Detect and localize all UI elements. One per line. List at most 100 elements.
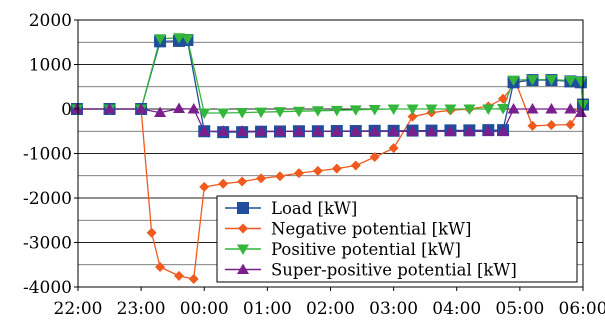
data-point [565, 119, 576, 130]
data-point [526, 103, 539, 114]
legend-marker [237, 202, 249, 214]
x-tick-label: 02:00 [306, 299, 355, 319]
y-axis-ticks: 2000 1000 0 -1000 -2000 -3000 -4000 [23, 11, 78, 298]
data-point [188, 273, 199, 284]
data-point [236, 125, 249, 136]
x-tick-label: 22:00 [54, 299, 103, 319]
data-point [173, 33, 185, 44]
data-point [331, 163, 342, 174]
data-point [330, 105, 343, 117]
x-tick-label: 03:00 [369, 299, 418, 319]
data-point [564, 76, 577, 87]
x-tick-label: 01:00 [243, 299, 292, 319]
data-point [274, 125, 286, 136]
legend-marker [237, 244, 249, 255]
y-tick-label: -3000 [23, 234, 72, 254]
data-point [198, 125, 211, 136]
data-point [275, 171, 285, 182]
data-point [497, 104, 510, 115]
data-point [237, 176, 248, 187]
legend-marker [238, 223, 248, 234]
data-point [463, 104, 476, 115]
data-point [330, 125, 343, 136]
data-point [369, 152, 380, 163]
data-point [444, 125, 457, 136]
data-point [350, 160, 361, 171]
data-point [217, 108, 230, 120]
data-point [349, 125, 362, 136]
data-point [407, 111, 418, 122]
data-point [274, 107, 286, 118]
legend-label: Super-positive potential [kW] [271, 261, 517, 280]
data-point [349, 105, 362, 116]
data-point [564, 103, 577, 114]
legend-item: Load [kW] [225, 199, 357, 218]
data-point [507, 75, 520, 87]
series-markers [70, 33, 589, 284]
data-point [174, 270, 184, 281]
data-point [526, 75, 539, 86]
y-tick-label: 2000 [29, 11, 72, 31]
data-point [388, 143, 399, 154]
y-tick-label: 1000 [29, 56, 72, 76]
data-point [444, 104, 457, 115]
x-tick-label: 00:00 [180, 299, 229, 319]
data-point [198, 108, 211, 120]
data-point [146, 227, 157, 238]
legend-label: Load [kW] [271, 199, 357, 218]
data-point [256, 173, 267, 184]
data-point [368, 104, 381, 116]
data-point [546, 120, 557, 131]
data-point [368, 125, 381, 136]
data-point [425, 125, 438, 136]
data-point [312, 165, 323, 176]
y-tick-label: -2000 [23, 189, 72, 209]
x-tick-label: 04:00 [432, 299, 481, 319]
x-tick-label: 23:00 [117, 299, 166, 319]
data-point [70, 103, 83, 114]
x-tick-label: 05:00 [495, 299, 544, 319]
data-point [292, 106, 305, 118]
data-point [527, 120, 538, 131]
series-line [76, 37, 584, 114]
data-point [463, 125, 476, 136]
data-point [545, 75, 558, 86]
legend-box [216, 195, 578, 283]
data-point [173, 102, 185, 114]
data-point [482, 125, 495, 136]
series-line [76, 107, 582, 132]
data-point [574, 76, 587, 88]
data-point [498, 93, 509, 104]
data-point [292, 125, 305, 136]
data-point [187, 103, 200, 114]
data-point [311, 106, 324, 117]
data-point [181, 34, 194, 45]
legend-item: Positive potential [kW] [225, 240, 461, 259]
data-point [497, 125, 510, 136]
x-tick-label: 06:00 [559, 299, 605, 319]
legend-label: Positive potential [kW] [271, 240, 461, 259]
data-point [199, 181, 210, 192]
data-point [154, 34, 167, 45]
y-tick-label: -1000 [23, 145, 72, 165]
data-point [406, 104, 419, 115]
series-line [76, 39, 584, 133]
data-point [155, 261, 166, 272]
data-point [135, 103, 148, 114]
legend-label: Negative potential [kW] [271, 220, 471, 239]
legend: Load [kW] Negative potential [kW]Positive… [216, 195, 578, 283]
data-point [507, 103, 520, 114]
x-axis-ticks: 22:00 23:00 00:00 01:00 02:00 03:00 04:00 05:00… [54, 287, 605, 319]
data-point [387, 125, 400, 136]
data-point [218, 178, 229, 189]
legend-item: Super-positive potential [kW] [225, 261, 517, 280]
data-point [574, 106, 587, 118]
data-point [482, 104, 495, 115]
data-point [387, 104, 400, 115]
data-point [311, 125, 324, 136]
data-point [406, 125, 419, 136]
data-point [545, 103, 558, 114]
data-point [293, 168, 304, 179]
y-tick-label: 0 [61, 100, 72, 120]
